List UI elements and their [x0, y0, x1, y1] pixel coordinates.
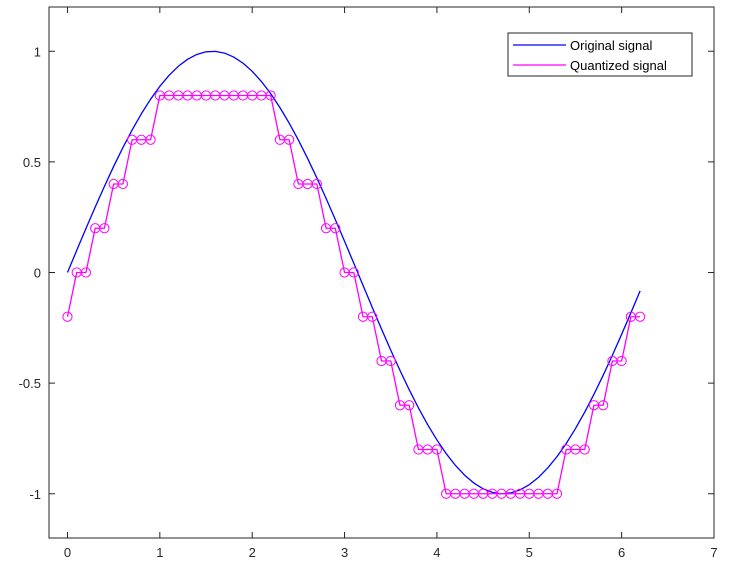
quantized-point: [348, 267, 359, 278]
quantized-signal-line: [66, 94, 641, 495]
y-tick-label: -0.5: [19, 376, 41, 391]
quantized-point: [385, 355, 396, 367]
quantized-point: [311, 178, 322, 190]
x-tick-label: 1: [156, 545, 163, 560]
quantized-point: [265, 90, 276, 101]
quantized-point: [284, 134, 295, 145]
quantized-point: [616, 355, 627, 367]
quantized-point: [367, 311, 378, 322]
quantized-point: [431, 444, 443, 455]
series-layer: [62, 50, 646, 499]
y-tick-label: -1: [29, 487, 41, 502]
quantized-point: [62, 311, 73, 322]
x-tick-label: 7: [710, 545, 717, 560]
legend-box: [507, 32, 693, 77]
x-tick-label: 0: [64, 545, 71, 560]
y-tick-label: 0.5: [23, 155, 41, 170]
x-tick-label: 6: [618, 545, 625, 560]
quantized-point: [598, 400, 609, 411]
x-tick-label: 3: [341, 545, 348, 560]
quantized-point: [117, 178, 128, 190]
quantized-point: [145, 134, 156, 145]
y-tick-label: 0: [34, 266, 41, 281]
quantized-point: [579, 444, 590, 455]
axes-layer: 0 1 2 3 4 5 6 7 -1 -0.5 0 0.5 1: [19, 7, 718, 560]
original-signal-line: [66, 50, 641, 495]
x-tick-label: 5: [526, 545, 533, 560]
axes-box: [48, 6, 715, 539]
quantized-point: [330, 223, 341, 234]
y-tick-label: 1: [34, 44, 41, 59]
quantized-point: [99, 223, 110, 234]
legend-label-quantized: Quantized signal: [570, 58, 667, 73]
x-tick-label: 2: [249, 545, 256, 560]
quantized-point: [551, 488, 563, 499]
legend-label-original: Original signal: [570, 38, 652, 53]
x-tick-label: 4: [433, 545, 440, 560]
legend: Original signal Quantized signal: [507, 32, 693, 77]
plot-area: [49, 7, 714, 538]
quantized-point: [635, 311, 646, 322]
quantized-point: [404, 400, 415, 411]
quantized-point: [80, 267, 92, 278]
